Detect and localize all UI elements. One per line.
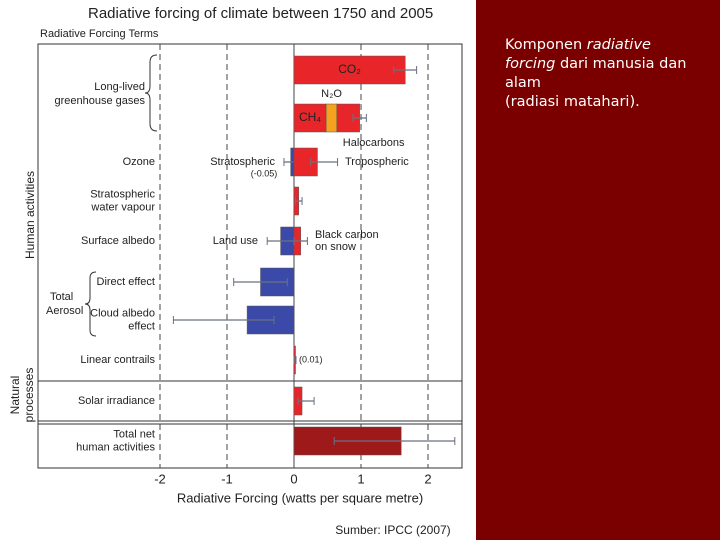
caption-panel: Komponen radiative forcing dari manusia … [476, 0, 720, 540]
group-label: Long-lived [94, 81, 145, 93]
error-bar [293, 237, 308, 245]
error-bar [393, 66, 418, 74]
caption-text: radiative forcing [505, 37, 651, 72]
bar-name: Halocarbons [343, 137, 405, 149]
error-bar [172, 316, 275, 324]
brace [84, 271, 97, 337]
error-bar [294, 197, 303, 205]
x-axis-label: Radiative Forcing (watts per square metr… [177, 490, 423, 505]
error-bar [310, 158, 339, 166]
bar-name: Stratospheric [210, 156, 275, 168]
chart: Radiative forcing of climate between 175… [8, 5, 463, 537]
row-label: human activities [76, 441, 155, 453]
row-label: Ozone [123, 156, 155, 168]
row-label: Cloud albedo [90, 307, 155, 319]
bar-name: CH₄ [299, 110, 321, 124]
bar-name: Black carbon [315, 229, 379, 241]
caption: Komponen radiative forcing dari manusia … [505, 36, 705, 112]
row-label: Stratospheric [90, 188, 155, 200]
x-tick-label: 0 [290, 471, 297, 486]
bar-name: on snow [315, 241, 356, 253]
value-label: (0.01) [299, 354, 323, 364]
bar-name: N₂O [321, 88, 342, 100]
error-bar [293, 356, 297, 364]
brace [144, 54, 158, 132]
group-label: Natural [8, 376, 22, 415]
error-bar [297, 397, 315, 405]
bar-name: Land use [213, 235, 258, 247]
bar [293, 55, 406, 85]
row-label: Total net [113, 428, 155, 440]
row-label: Linear contrails [80, 354, 155, 366]
caption-text: dari manusia dan alam [505, 56, 687, 91]
group-label: processes [22, 368, 36, 423]
x-tick-label: 1 [357, 471, 364, 486]
source: Sumber: IPCC (2007) [335, 523, 450, 537]
chart-title: Radiative forcing of climate between 175… [88, 5, 433, 22]
row-label: water vapour [90, 201, 155, 213]
bar [325, 103, 338, 133]
row-label: Surface albedo [81, 235, 155, 247]
caption-text: Komponen [505, 37, 587, 53]
row-label: effect [128, 320, 155, 332]
group-label: Aerosol [46, 305, 83, 317]
error-bar [333, 437, 456, 445]
x-tick-label: -2 [154, 471, 166, 486]
row-label: Direct effect [97, 276, 156, 288]
group-label: Human activities [23, 171, 37, 259]
row-label: Solar irradiance [78, 395, 155, 407]
error-bar [352, 114, 367, 122]
bar-name: Tropospheric [345, 156, 409, 168]
value-label: (-0.05) [251, 168, 278, 178]
x-tick-label: 2 [424, 471, 431, 486]
plot-frame [37, 43, 463, 469]
bar-name: CO₂ [338, 62, 361, 76]
caption-text: (radiasi matahari). [505, 94, 640, 110]
x-tick-label: -1 [221, 471, 233, 486]
group-label: greenhouse gases [54, 95, 145, 107]
group-label: Total [50, 291, 73, 303]
chart-subtitle: Radiative Forcing Terms [40, 28, 159, 40]
error-bar [233, 278, 288, 286]
